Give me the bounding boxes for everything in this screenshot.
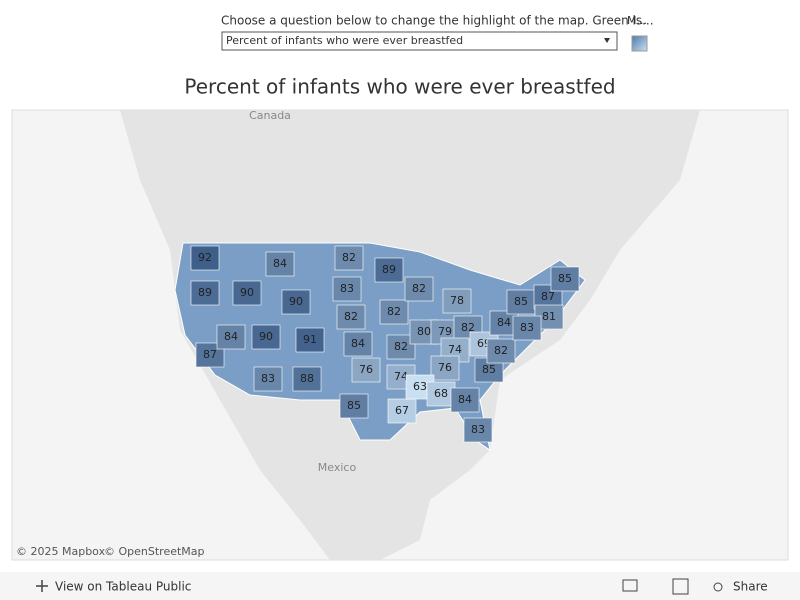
place-label: Mexico [318,461,357,474]
state [512,315,542,341]
state-value: 80 [417,325,431,338]
state-value: 82 [394,340,408,353]
state [486,338,516,364]
state-value: 63 [413,380,427,393]
state-value: 82 [344,310,358,323]
state-value: 82 [494,344,508,357]
state [190,280,220,306]
state [379,299,409,325]
state-value: 82 [342,251,356,264]
place-label: Canada [249,109,291,122]
state [253,366,283,392]
state-value: 83 [471,423,485,436]
attribution: © 2025 Mapbox [16,545,106,558]
view-link[interactable]: View on Tableau Public [55,580,191,594]
state [265,251,295,277]
state [292,366,322,392]
state-value: 84 [273,257,287,270]
download-icon[interactable] [622,579,638,592]
toolbar [0,572,800,600]
state [334,245,364,271]
state-value: 91 [303,333,317,346]
state-value: 83 [520,321,534,334]
state-value: 82 [412,282,426,295]
state-value: 90 [289,295,303,308]
state-value: 87 [203,348,217,361]
state [351,357,381,383]
state [281,289,311,315]
state-value: 90 [259,330,273,343]
tableau-icon [36,580,48,592]
state [295,327,325,353]
state-value: 81 [542,310,556,323]
state-value: 68 [434,387,448,400]
state [450,387,480,413]
state-value: 85 [558,272,572,285]
state [430,355,460,381]
state-value: 88 [300,372,314,385]
legend-title: M... [627,14,647,27]
state [232,280,262,306]
legend-swatch [631,35,648,52]
state-value: 79 [438,325,452,338]
prompt: Choose a question below to change the hi… [221,14,654,28]
state [251,324,281,350]
state [339,393,369,419]
state-value: 84 [351,337,365,350]
dropdown[interactable] [221,31,618,51]
state [506,289,536,315]
state [404,276,434,302]
state-value: 85 [514,295,528,308]
state [190,245,220,271]
share-button[interactable]: Share [733,580,768,594]
fullscreen-icon[interactable] [672,578,689,595]
state-value: 82 [461,321,475,334]
state-value: 85 [482,363,496,376]
state-value: 74 [448,343,462,356]
state-value: 84 [497,316,511,329]
state-value: 76 [438,361,452,374]
state [374,257,404,283]
state-value: 89 [382,263,396,276]
state-value: 83 [340,282,354,295]
state-value: 90 [240,286,254,299]
state-value: 67 [395,404,409,417]
us-outline [174,242,586,452]
state-value: 78 [450,294,464,307]
state-value: 87 [541,290,555,303]
dropdown-arrow [604,38,610,43]
state [216,324,246,350]
state-value: 89 [198,286,212,299]
state-value: 92 [198,251,212,264]
state-value: 82 [387,305,401,318]
state [343,331,373,357]
state-value: 85 [347,399,361,412]
state [336,304,366,330]
state [387,398,417,424]
state [442,288,472,314]
attribution: © OpenStreetMap [104,545,205,558]
state-value: 74 [394,370,408,383]
state [332,276,362,302]
state-value: 76 [359,363,373,376]
dropdown-text: Percent of infants who were ever breastf… [226,34,463,47]
state [463,417,493,443]
state-value: 84 [224,330,238,343]
state [550,266,580,292]
state-value: 83 [261,372,275,385]
state-value: 84 [458,393,472,406]
share-icon[interactable] [713,582,723,592]
map-title: Percent of infants who were ever breastf… [184,75,615,99]
